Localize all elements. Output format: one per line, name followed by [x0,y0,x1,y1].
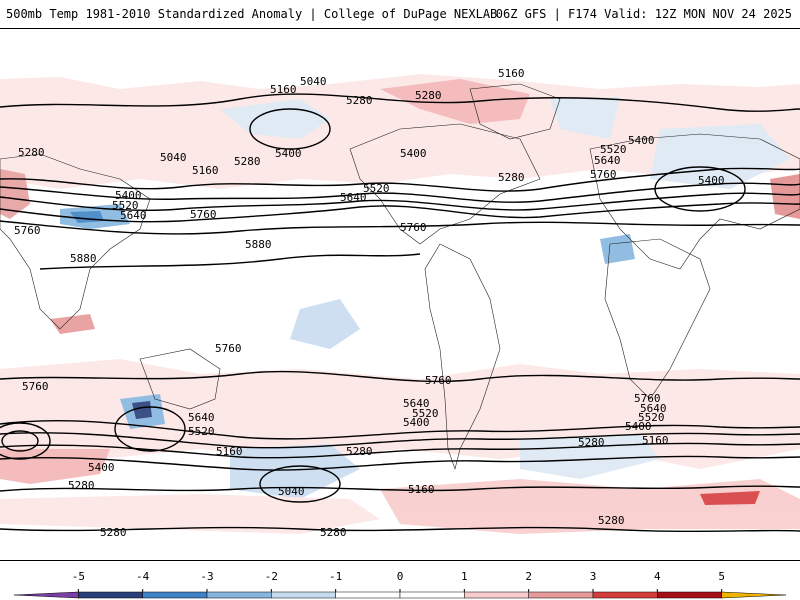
contour-label: 5280 [320,526,347,539]
contour-label: 5280 [18,146,45,159]
contour-label: 5880 [245,238,272,251]
colorbar-tick-label: 4 [654,570,661,583]
contour-label: 5280 [100,526,127,539]
contour-label: 5280 [415,89,442,102]
colorbar-tick-label: -4 [136,570,150,583]
map-panel: 5040 5160 5160 5280 5280 5280 5040 5280 … [0,28,800,561]
contour-label: 5040 [160,151,187,164]
contour-label: 5760 [400,221,427,234]
model-valid-time: 06Z GFS | F174 Valid: 12Z MON NOV 24 202… [495,7,792,21]
colorbar-segment [721,591,787,599]
contour-label: 5640 [594,154,621,167]
colorbar-bar [13,589,787,599]
contour-label: 5520 [600,143,627,156]
contour-label: 5160 [216,445,243,458]
colorbar-segment [142,591,208,599]
contour-label: 5280 [346,94,373,107]
contour-labels: 5040 5160 5160 5280 5280 5280 5040 5280 … [14,67,725,539]
contour-label: 5520 [638,411,665,424]
height-contours [0,93,800,532]
colorbar-segment [464,591,529,599]
contour-label: 5760 [590,168,617,181]
contour-label: 5760 [425,374,452,387]
colorbar-tick-label: 2 [525,570,532,583]
contour-label: 5280 [498,171,525,184]
anomaly-colorbar: -5 -4 -3 -2 -1 0 1 2 3 4 5 [0,570,800,600]
contour-label: 5160 [642,434,669,447]
contour-label: 5400 [88,461,115,474]
colorbar-tick-label: -5 [71,570,85,583]
colorbar-tick-label: -3 [200,570,214,583]
contour-label: 5520 [412,407,439,420]
colorbar-tick-label: 5 [718,570,725,583]
colorbar-segment [271,591,336,599]
colorbar-segment [78,591,143,599]
contour-label: 5760 [14,224,41,237]
contour-label: 5160 [270,83,297,96]
contour-label: 5640 [340,191,367,204]
contour-label: 5640 [120,209,147,222]
colorbar-segment [657,591,722,599]
map-header: 500mb Temp 1981-2010 Standardized Anomal… [0,0,800,28]
contour-label: 5400 [625,420,652,433]
contour-label: 5760 [22,380,49,393]
contour-label: 5040 [278,485,305,498]
anomaly-map: 5040 5160 5160 5280 5280 5280 5040 5280 … [0,67,800,539]
contour-label: 5520 [363,182,390,195]
contour-label: 5400 [403,416,430,429]
contour-label: 5280 [598,514,625,527]
contour-label: 5880 [70,252,97,265]
contour-label: 5160 [192,164,219,177]
contour-label: 5280 [346,445,373,458]
contour-label: 5520 [188,425,215,438]
colorbar-tick-label: -1 [329,570,343,583]
contour-label: 5280 [68,479,95,492]
contour-label: 5520 [112,199,139,212]
contour-label: 5160 [408,483,435,496]
contour-label: 5400 [698,174,725,187]
contour-label: 5760 [190,208,217,221]
colorbar-segment [592,591,658,599]
colorbar-segment [206,591,272,599]
colorbar-segment [13,591,79,599]
contour-label: 5640 [188,411,215,424]
contour-label: 5280 [234,155,261,168]
contour-label: 5400 [628,134,655,147]
colorbar-tick-label: 1 [461,570,468,583]
colorbar-tick-label: 0 [396,570,404,583]
colorbar-segment [335,591,401,599]
contour-label: 5280 [578,436,605,449]
colorbar-tick-label: -2 [264,570,278,583]
contour-label: 5400 [275,147,302,160]
contour-label: 5040 [300,75,327,88]
colorbar-tick-label: 3 [589,570,597,583]
contour-label: 5640 [403,397,430,410]
contour-label: 5760 [634,392,661,405]
contour-label: 5400 [115,189,142,202]
contour-label: 5760 [215,342,242,355]
map-title: 500mb Temp 1981-2010 Standardized Anomal… [6,7,498,21]
anomaly-shading [0,74,800,534]
contour-label: 5160 [498,67,525,80]
colorbar-segment [528,591,594,599]
contour-label: 5640 [640,402,667,415]
colorbar-segment [399,591,465,599]
contour-label: 5400 [400,147,427,160]
